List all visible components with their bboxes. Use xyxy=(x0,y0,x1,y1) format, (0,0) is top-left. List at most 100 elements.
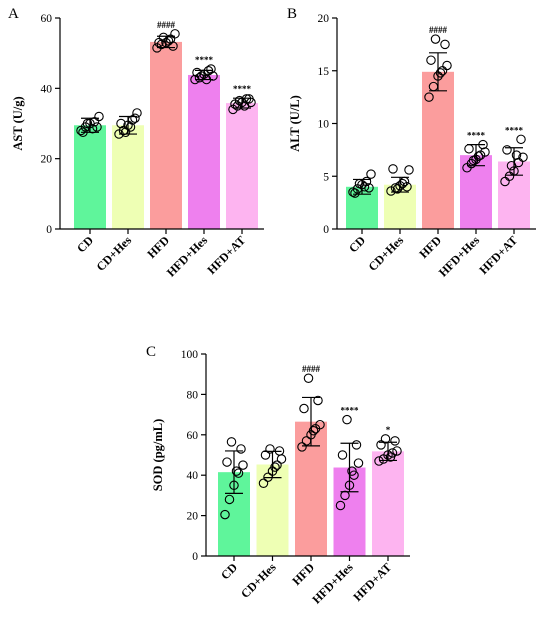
panel-c-category-label-3: HFD+Hes xyxy=(309,560,356,607)
panel-a-category-label-4: HFD+AT xyxy=(204,233,248,277)
panel-c-significance-4: * xyxy=(386,425,391,435)
panel-c-point-3-8 xyxy=(347,466,357,476)
panel-b-point-0-4 xyxy=(366,169,376,179)
panel-a-point-4-6 xyxy=(244,94,254,104)
panel-b-point-4-6 xyxy=(516,134,526,145)
panel-a-y-tick-label-2: 40 xyxy=(41,83,53,95)
panel-a-category-label-0: CD xyxy=(74,233,96,255)
panel-c-point-3-7 xyxy=(342,414,352,425)
panel-a-y-tick-label-3: 60 xyxy=(41,13,53,25)
panel-b-point-0-5 xyxy=(350,188,360,198)
panel-b-letter: B xyxy=(287,6,297,22)
panel-b-category-label-2: HFD xyxy=(416,233,444,261)
panel-c-point-3-5 xyxy=(337,450,348,460)
panel-b-bar-2 xyxy=(422,71,454,230)
panel-c-category-label-2: HFD xyxy=(289,560,317,588)
panel-b-point-2-0 xyxy=(424,92,434,102)
panel-a-point-2-7 xyxy=(158,32,169,43)
panel-a-point-3-7 xyxy=(196,71,207,81)
panel-b-point-3-8 xyxy=(473,151,484,161)
panel-b-significance-4: **** xyxy=(505,125,524,135)
panel-a-point-2-4 xyxy=(170,29,180,39)
panel-b-point-1-4 xyxy=(404,165,414,175)
panel-c-point-3-6 xyxy=(351,440,362,450)
panel-a-y-axis-title: AST (U/g) xyxy=(11,96,25,150)
panel-b-significance-2: #### xyxy=(429,25,448,35)
panel-b-point-4-4 xyxy=(518,152,528,163)
panel-a-point-1-8 xyxy=(125,122,136,132)
panel-c-point-4-8 xyxy=(385,452,396,462)
panel-b-bar-3 xyxy=(460,155,492,229)
panel-c-point-2-7 xyxy=(303,373,314,383)
panel-a-point-1-4 xyxy=(132,108,142,118)
panel-a-significance-4: **** xyxy=(233,84,252,94)
panel-a-point-1-5 xyxy=(116,118,126,129)
panel-c-point-0-1 xyxy=(224,494,235,505)
panel-c-point-4-7 xyxy=(380,434,391,444)
panel-c-y-tick-label-0: 0 xyxy=(192,551,198,563)
panel-c-y-tick-label-5: 100 xyxy=(181,349,199,361)
panel-c-y-axis-title: SOD (pg/mL) xyxy=(151,419,165,492)
panel-c-y-tick-label-3: 60 xyxy=(187,430,199,442)
panel-b-y-axis-title: ALT (U/L) xyxy=(288,95,302,152)
panel-c-y-tick-label-1: 20 xyxy=(187,511,199,523)
panel-c-point-2-5 xyxy=(299,403,309,414)
panel-a-point-0-6 xyxy=(92,122,102,132)
panel-b-point-3-4 xyxy=(480,147,490,157)
panel-b-point-0-6 xyxy=(364,183,374,193)
panel-c-point-1-0 xyxy=(258,478,269,489)
panel-c-point-3-4 xyxy=(353,458,364,468)
panel-c-point-1-8 xyxy=(270,462,280,472)
panel-c-point-4-6 xyxy=(390,436,400,446)
panel-b-point-4-5 xyxy=(502,145,512,155)
panel-a-point-4-8 xyxy=(239,101,250,111)
panel-b-point-1-8 xyxy=(397,178,408,189)
panel-b-point-2-4 xyxy=(442,60,452,71)
panel-a-point-3-6 xyxy=(206,64,216,74)
panel-c-point-2-4 xyxy=(315,419,325,430)
panel-b-point-0-8 xyxy=(359,182,370,192)
panel-c-letter: C xyxy=(146,344,156,360)
panel-b-point-4-7 xyxy=(506,160,517,171)
panel-c-y-tick-label-4: 80 xyxy=(187,389,199,401)
panel-b-point-2-7 xyxy=(430,34,441,44)
panel-a-category-label-3: HFD+Hes xyxy=(164,233,211,280)
panel-c-point-4-4 xyxy=(392,446,402,456)
panel-a-bar-4 xyxy=(226,103,258,229)
panel-a-point-1-6 xyxy=(130,113,140,123)
panel-c-point-2-8 xyxy=(308,426,319,436)
panel-c-point-0-5 xyxy=(222,457,232,467)
panel-b-point-4-8 xyxy=(511,150,522,160)
panel-c-point-1-7 xyxy=(265,444,275,454)
panel-b-category-label-0: CD xyxy=(346,233,368,255)
panel-c-significance-2: #### xyxy=(302,364,321,374)
panel-c-point-0-0 xyxy=(220,509,230,520)
panel-b-significance-3: **** xyxy=(467,131,486,141)
panel-b-point-2-8 xyxy=(435,68,446,78)
panel-a-point-0-8 xyxy=(87,124,98,134)
panel-a-letter: A xyxy=(8,6,19,22)
panel-a-significance-2: #### xyxy=(157,20,176,30)
panel-b-y-tick-label-2: 10 xyxy=(318,119,330,131)
panel-a-bar-0 xyxy=(74,125,106,229)
panel-a-point-4-7 xyxy=(234,95,245,106)
panel-c-point-0-7 xyxy=(226,437,237,447)
panel-c-point-0-4 xyxy=(238,460,248,470)
panel-b-y-tick-label-3: 15 xyxy=(318,66,330,78)
panel-c-point-0-6 xyxy=(236,444,246,454)
panel-c-point-1-5 xyxy=(260,450,271,460)
panel-b-point-1-7 xyxy=(392,184,403,194)
panel-c-bar-4 xyxy=(372,451,404,556)
panel-c-point-4-0 xyxy=(374,456,384,466)
panel-b-y-tick-label-1: 5 xyxy=(323,171,329,183)
panel-c-point-0-8 xyxy=(231,466,242,476)
panel-b-point-2-5 xyxy=(426,55,436,65)
panel-a-significance-3: **** xyxy=(195,55,214,65)
panel-a-point-0-7 xyxy=(82,118,93,129)
panel-b-category-label-4: HFD+AT xyxy=(476,233,520,277)
panel-a-bar-2 xyxy=(150,41,182,230)
panel-c-point-1-4 xyxy=(276,454,287,464)
